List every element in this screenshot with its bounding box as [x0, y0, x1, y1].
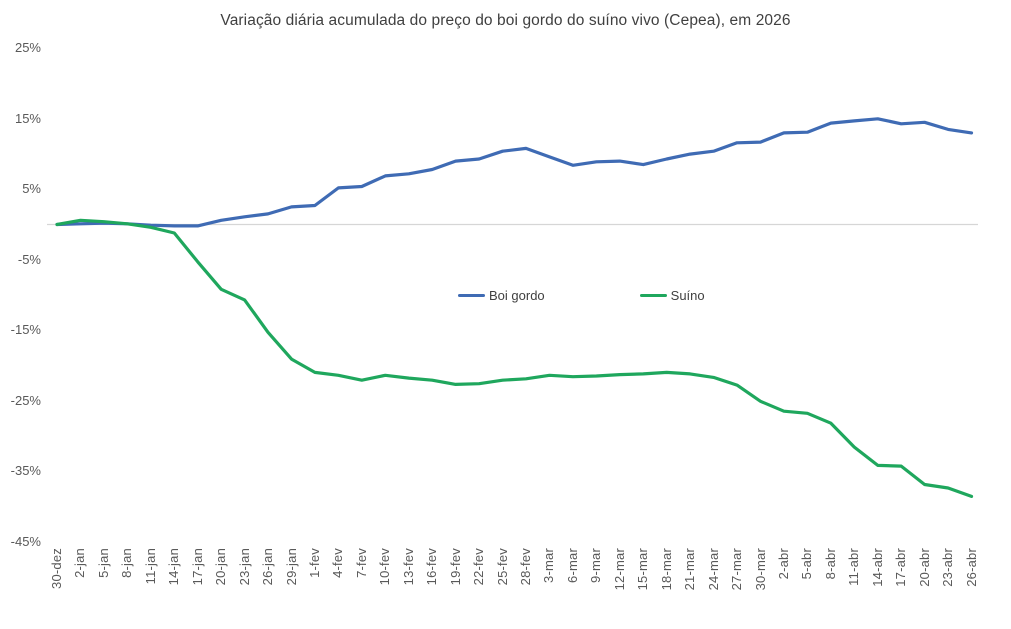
- x-tick-label: 24-mar: [705, 548, 721, 591]
- series-line-suino: [55, 218, 974, 498]
- x-tick-label: 28-fev: [518, 548, 533, 586]
- x-tick-label: 11-jan: [142, 548, 158, 585]
- x-tick-label: 21-mar: [682, 548, 698, 591]
- x-tick-label: 25-fev: [494, 548, 510, 586]
- legend-item-boi-gordo: Boi gordo: [458, 288, 545, 303]
- x-tick-label: 6-mar: [564, 548, 580, 583]
- x-tick-label: 3-mar: [541, 548, 557, 583]
- x-tick-label: 7-fev: [353, 548, 369, 578]
- x-tick-label: 5-jan: [95, 548, 111, 578]
- x-tick-label: 4-fev: [330, 548, 346, 578]
- y-tick-label: -45%: [10, 533, 41, 549]
- x-tick-label: 8-jan: [119, 548, 135, 578]
- x-tick-label: 26-jan: [260, 548, 276, 586]
- x-tick-label: 16-fev: [424, 548, 440, 586]
- x-tick-label: 15-mar: [635, 548, 651, 591]
- boi-gordo-line-swatch: [458, 293, 485, 298]
- suino-line-swatch: [639, 293, 667, 298]
- x-tick-label: 20-jan: [213, 548, 229, 586]
- x-tick-label: 27-mar: [729, 548, 745, 591]
- y-tick-label: -35%: [10, 463, 41, 479]
- x-tick-label: 12-mar: [611, 548, 627, 591]
- x-tick-label: 26-abr: [963, 548, 979, 587]
- legend: Boi gordo Suíno: [458, 288, 705, 303]
- x-tick-label: 2-abr: [775, 548, 791, 580]
- x-tick-label: 13-fev: [400, 548, 416, 586]
- y-tick-label: -15%: [10, 322, 41, 338]
- x-tick-label: 19-fev: [447, 548, 463, 586]
- x-tick-label: 20-abr: [916, 548, 932, 587]
- x-tick-label: 22-fev: [471, 548, 487, 586]
- x-tick-label: 17-abr: [893, 548, 909, 587]
- x-tick-label: 23-abr: [940, 548, 956, 587]
- x-tick-label: 14-abr: [869, 548, 885, 587]
- legend-label-suino: Suíno: [670, 288, 705, 303]
- x-tick-label: 30-mar: [752, 548, 768, 591]
- x-tick-label: 18-mar: [658, 548, 674, 591]
- y-tick-label: 25%: [14, 40, 41, 56]
- x-tick-label: 11-abr: [846, 548, 862, 586]
- x-tick-label: 1-fev: [306, 548, 322, 578]
- x-tick-label: 2-jan: [72, 548, 88, 578]
- x-tick-label: 30-dez: [49, 548, 64, 589]
- legend-item-suino: Suíno: [639, 288, 705, 303]
- series-line-boi-gordo: [55, 117, 974, 228]
- x-tick-label: 8-abr: [822, 548, 838, 580]
- y-tick-label: -25%: [10, 392, 41, 408]
- x-tick-label: 29-jan: [283, 548, 299, 586]
- legend-label-boi-gordo: Boi gordo: [489, 288, 545, 303]
- x-tick-label: 5-abr: [799, 548, 815, 580]
- y-tick-label: 5%: [22, 181, 41, 197]
- y-tick-label: 15%: [14, 110, 41, 126]
- chart-title: Variação diária acumulada do preço do bo…: [220, 12, 791, 29]
- x-tick-label: 23-jan: [236, 548, 252, 586]
- x-tick-label: 17-jan: [189, 548, 205, 586]
- y-tick-label: -5%: [17, 251, 41, 267]
- x-tick-label: 10-fev: [377, 548, 393, 586]
- x-tick-label: 9-mar: [588, 548, 604, 583]
- x-tick-label: 14-jan: [166, 548, 182, 586]
